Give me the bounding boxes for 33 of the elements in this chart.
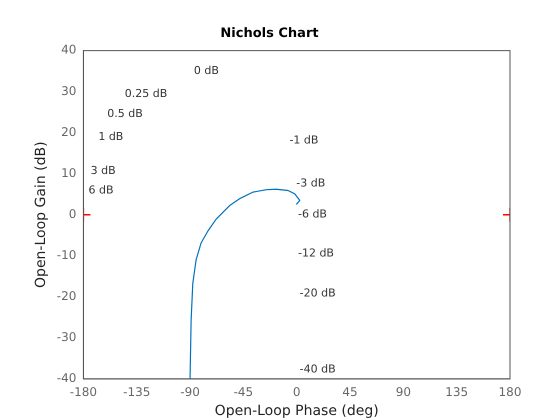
annotation: -1 dB [289,133,318,146]
y-tick-label: -10 [56,248,76,262]
x-tick-label: 90 [396,385,411,400]
annotation: -12 dB [298,246,334,260]
annotation: 6 dB [88,184,114,197]
x-tick-label: 0 [292,385,301,400]
annotation: 0.5 dB [107,107,143,120]
annotation: 0.25 dB [124,86,168,100]
x-axis-title: Open-Loop Phase (deg) [214,403,379,420]
annotation: 0 dB [194,64,219,78]
x-tick-label: 135 [445,385,468,400]
x-tick-label: -180 [70,385,98,400]
chart-title: Nichols Chart [220,26,319,42]
y-tick-label: 0 [68,206,76,221]
y-tick-label: 10 [61,166,76,180]
annotation: -6 dB [298,208,327,221]
y-tick-label: -30 [56,330,76,344]
x-tick-label: 45 [342,385,358,400]
annotation: -40 dB [300,362,336,376]
x-tick-label: 180 [498,385,522,400]
annotation: 1 dB [98,130,124,143]
x-tick-label: -135 [123,385,150,400]
annotation: -3 dB [296,176,326,190]
y-tick-label: 30 [61,84,76,98]
y-tick-label: 40 [61,42,76,57]
x-tick-label: -45 [234,385,254,400]
y-tick-label: 20 [61,124,76,139]
annotation: -20 dB [300,286,336,300]
y-tick-label: -40 [56,370,76,385]
annotation: 3 dB [90,164,116,177]
x-tick-label: -90 [180,385,200,400]
y-axis-title: Open-Loop Gain (dB) [33,141,50,288]
y-tick-label: -20 [56,288,76,303]
